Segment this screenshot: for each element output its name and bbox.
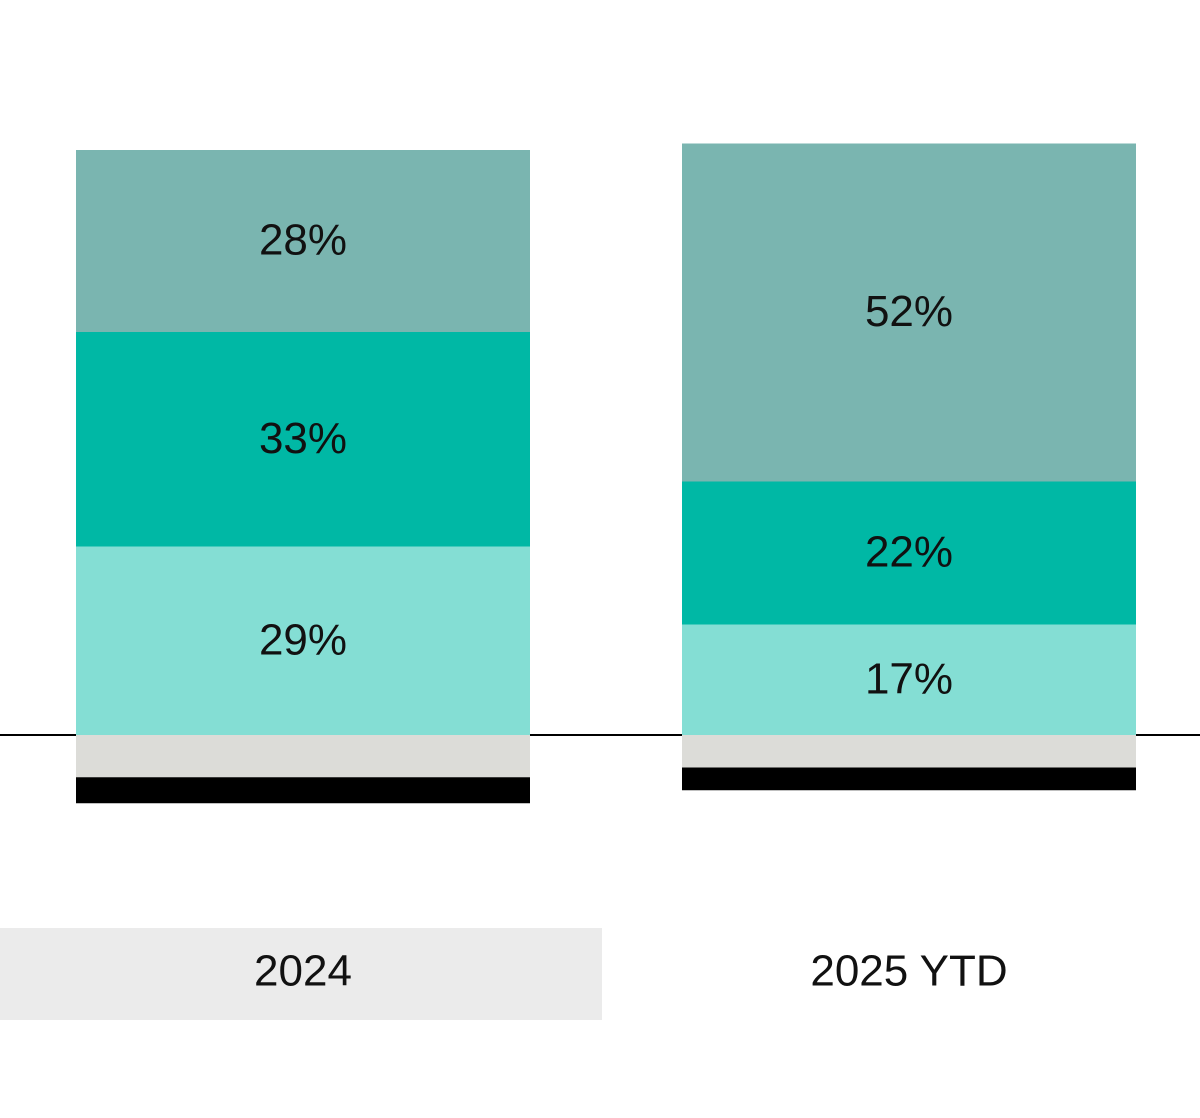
bar-segment	[76, 735, 530, 778]
value-label: 29%	[259, 615, 347, 664]
value-label: 28%	[259, 216, 347, 265]
bar-segment	[682, 767, 1136, 791]
bar-segment	[76, 150, 530, 332]
selected-category-band[interactable]	[0, 928, 602, 1020]
bar-segment	[682, 143, 1136, 482]
bar-segment	[682, 624, 1136, 735]
value-label: 52%	[865, 287, 953, 336]
value-label: 17%	[865, 654, 953, 703]
bar-segment	[682, 735, 1136, 768]
bar-segment	[76, 546, 530, 735]
value-label: 33%	[259, 414, 347, 463]
bar-segment	[682, 481, 1136, 625]
category-label[interactable]: 2025 YTD	[810, 947, 1007, 996]
bar-segment	[76, 332, 530, 547]
value-label: 22%	[865, 528, 953, 577]
bar-segment	[76, 777, 530, 804]
category-label[interactable]: 2024	[254, 947, 352, 996]
